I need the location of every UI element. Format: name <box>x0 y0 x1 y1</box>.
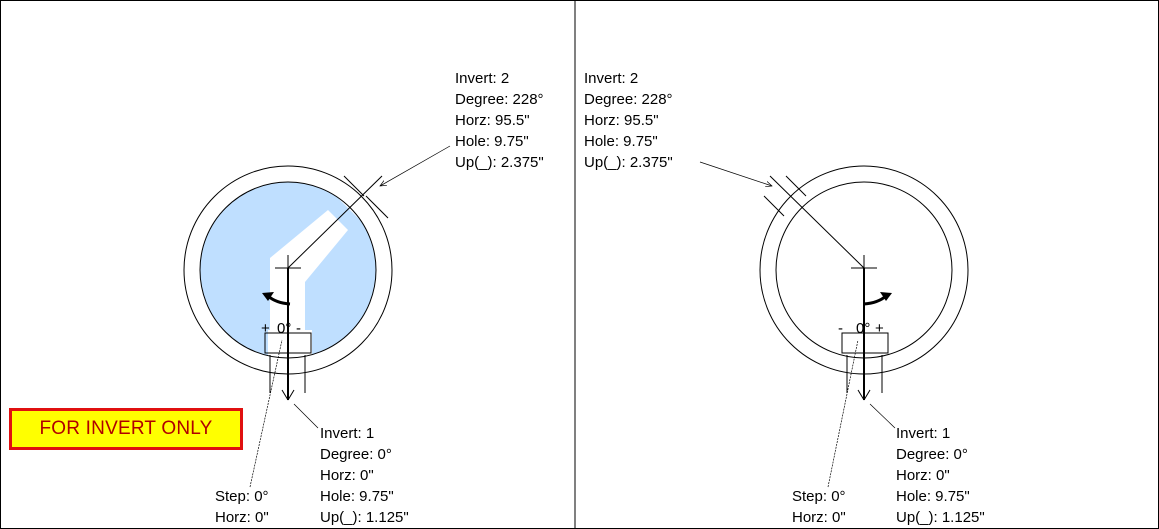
right-pipe2-centerline <box>769 175 865 269</box>
right-panel: - 0° + Invert: 2 Degree: 228° Horz: 95.5… <box>584 70 985 526</box>
svg-text:Hole: 9.75": Hole: 9.75" <box>896 488 970 505</box>
svg-text:Invert: 2: Invert: 2 <box>584 70 638 87</box>
svg-text:Up(_): 1.125": Up(_): 1.125" <box>896 509 985 526</box>
right-dial-zero: 0° <box>856 320 870 337</box>
svg-text:Step: 0°: Step: 0° <box>792 488 846 505</box>
left-invert2-label: Invert: 2 Degree: 228° Horz: 95.5" Hole:… <box>455 70 544 171</box>
left-dial-plus: + <box>261 320 270 337</box>
left-panel: + 0° - Invert: 2 Degree: 228° Horz: 95.5… <box>183 70 544 526</box>
svg-text:Horz: 0": Horz: 0" <box>215 509 269 526</box>
left-pipe2-centerline <box>287 175 383 269</box>
svg-text:Invert: 2: Invert: 2 <box>455 70 509 87</box>
svg-text:Horz: 95.5": Horz: 95.5" <box>584 112 659 129</box>
svg-text:Horz: 0": Horz: 0" <box>896 467 950 484</box>
svg-text:Hole: 9.75": Hole: 9.75" <box>320 488 394 505</box>
left-invert1-label: Invert: 1 Degree: 0° Horz: 0" Hole: 9.75… <box>320 425 409 526</box>
svg-text:Invert: 1: Invert: 1 <box>320 425 374 442</box>
right-step-label: Step: 0° Horz: 0" <box>792 488 846 526</box>
left-dial-zero: 0° <box>277 320 291 337</box>
svg-text:Up(_): 2.375": Up(_): 2.375" <box>584 154 673 171</box>
svg-text:Invert: 1: Invert: 1 <box>896 425 950 442</box>
right-dial-plus: + <box>875 320 884 337</box>
svg-text:Up(_): 1.125": Up(_): 1.125" <box>320 509 409 526</box>
right-rotation-arrow <box>863 294 887 306</box>
left-dial-minus: - <box>296 320 301 337</box>
right-dial-minus: - <box>838 320 843 337</box>
left-step-label: Step: 0° Horz: 0" <box>215 488 269 526</box>
svg-text:Step: 0°: Step: 0° <box>215 488 269 505</box>
svg-text:Horz: 0": Horz: 0" <box>320 467 374 484</box>
right-invert1-label: Invert: 1 Degree: 0° Horz: 0" Hole: 9.75… <box>896 425 985 526</box>
for-invert-only-banner: FOR INVERT ONLY <box>9 408 243 450</box>
svg-text:Degree: 0°: Degree: 0° <box>896 446 968 463</box>
svg-text:Degree: 228°: Degree: 228° <box>584 91 673 108</box>
svg-text:Horz: 0": Horz: 0" <box>792 509 846 526</box>
svg-text:Horz: 95.5": Horz: 95.5" <box>455 112 530 129</box>
svg-text:Up(_): 2.375": Up(_): 2.375" <box>455 154 544 171</box>
svg-text:Hole: 9.75": Hole: 9.75" <box>455 133 529 150</box>
svg-text:Degree: 0°: Degree: 0° <box>320 446 392 463</box>
svg-text:Degree: 228°: Degree: 228° <box>455 91 544 108</box>
right-invert2-label: Invert: 2 Degree: 228° Horz: 95.5" Hole:… <box>584 70 673 171</box>
svg-text:Hole: 9.75": Hole: 9.75" <box>584 133 658 150</box>
